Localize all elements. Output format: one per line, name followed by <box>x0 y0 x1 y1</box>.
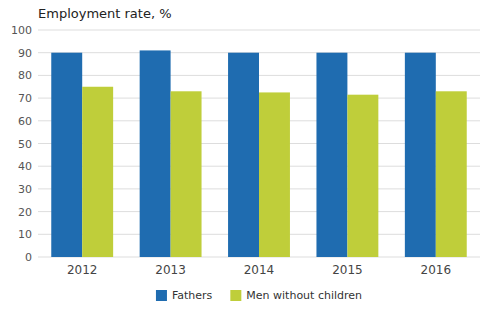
title: Employment rate, % <box>38 6 172 21</box>
x-tick-label: 2014 <box>244 263 275 277</box>
legend-label: Fathers <box>172 289 213 302</box>
legend-item: Fathers <box>156 289 213 302</box>
y-tick-label: 0 <box>25 251 32 264</box>
bar <box>140 50 171 257</box>
bar <box>316 53 347 257</box>
grid-line <box>38 30 480 31</box>
bar <box>228 53 259 257</box>
legend-swatch <box>230 290 241 301</box>
y-tick-label: 70 <box>18 92 32 105</box>
bar <box>259 92 290 257</box>
y-tick-label: 60 <box>18 115 32 128</box>
bar <box>82 87 113 257</box>
y-tick-label: 90 <box>18 47 32 60</box>
legend: Fathers Men without children <box>156 289 362 302</box>
grid <box>38 30 480 257</box>
legend-label: Men without children <box>246 289 362 302</box>
y-tick-label: 50 <box>18 138 32 151</box>
y-tick-label: 20 <box>18 206 32 219</box>
chart-svg: Employment rate, % 0 10 20 30 40 50 60 70 80 90 100… <box>0 0 492 315</box>
y-tick-label: 80 <box>18 69 32 82</box>
y-tick-label: 30 <box>18 183 32 196</box>
y-tick-label: 100 <box>11 24 32 37</box>
bar <box>347 95 378 257</box>
bar <box>51 53 82 257</box>
x-tick-label: 2016 <box>421 263 452 277</box>
legend-swatch <box>156 290 167 301</box>
chart-container: Employment rate, % 0 10 20 30 40 50 60 70 80 90 100… <box>0 0 492 315</box>
x-tick-label: 2012 <box>67 263 98 277</box>
legend-item: Men without children <box>230 289 362 302</box>
bar <box>171 91 202 257</box>
y-tick-label: 10 <box>18 228 32 241</box>
x-tick-label: 2015 <box>332 263 363 277</box>
y-tick-label: 40 <box>18 160 32 173</box>
bars <box>51 50 466 257</box>
bar <box>436 91 467 257</box>
bar <box>405 53 436 257</box>
x-tick-label: 2013 <box>155 263 186 277</box>
